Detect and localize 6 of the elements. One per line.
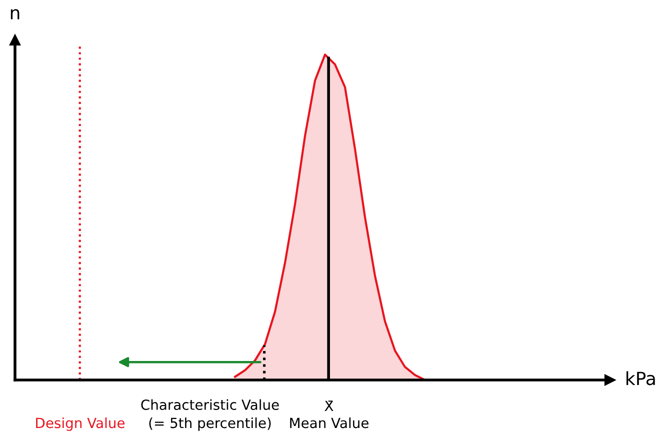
text: X̄ (324, 400, 334, 411)
text: Design Value (36, 417, 125, 431)
text: Mean Value (290, 417, 368, 428)
y-axis-title: n (10, 9, 20, 20)
x-axis-title: kPa (626, 371, 655, 386)
text: Characteristic Value (= 5th percentile) (141, 399, 279, 431)
